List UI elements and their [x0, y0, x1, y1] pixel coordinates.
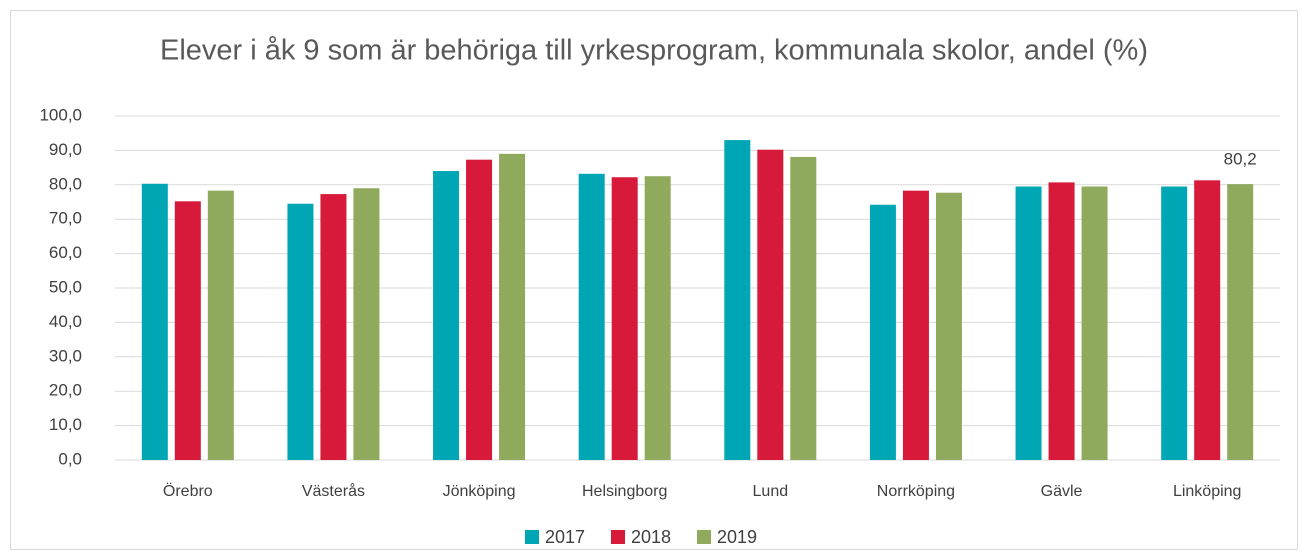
bar	[611, 177, 638, 460]
x-tick-label: Norrköping	[877, 483, 955, 500]
bar	[207, 190, 234, 460]
bar	[1015, 186, 1042, 460]
y-tick-label: 80,0	[49, 174, 82, 193]
x-tick-label: Örebro	[163, 482, 213, 500]
x-tick-label: Lund	[753, 483, 789, 500]
legend-label: 2018	[631, 527, 671, 547]
bar	[578, 173, 605, 461]
bar	[724, 140, 751, 460]
y-tick-label: 0,0	[58, 449, 82, 468]
y-tick-label: 100,0	[39, 105, 82, 124]
bar	[287, 203, 314, 460]
x-tick-label: Helsingborg	[582, 483, 667, 500]
x-tick-label: Linköping	[1173, 483, 1242, 500]
y-tick-label: 10,0	[49, 415, 82, 434]
bar	[141, 183, 168, 460]
bar	[1161, 186, 1188, 460]
bar	[790, 156, 817, 460]
chart-title: Elever i åk 9 som är behöriga till yrkes…	[160, 35, 1148, 67]
legend-swatch	[697, 530, 711, 544]
legend-label: 2019	[717, 527, 757, 547]
bar	[353, 188, 380, 461]
bar	[174, 201, 201, 460]
y-tick-label: 30,0	[49, 346, 82, 365]
bar	[466, 159, 493, 461]
y-tick-label: 40,0	[49, 312, 82, 331]
bar	[1227, 184, 1254, 460]
y-tick-label: 50,0	[49, 277, 82, 296]
y-tick-label: 20,0	[49, 381, 82, 400]
bar	[869, 204, 896, 460]
x-tick-label: Jönköping	[443, 483, 516, 500]
y-tick-label: 60,0	[49, 243, 82, 262]
bar	[1081, 186, 1108, 460]
x-tick-label: Västerås	[302, 482, 365, 500]
y-tick-label: 90,0	[49, 140, 82, 159]
y-tick-label: 70,0	[49, 209, 82, 228]
bar	[499, 153, 526, 460]
bar	[320, 194, 347, 460]
bar	[757, 149, 784, 460]
bar	[644, 176, 671, 460]
x-tick-label: Gävle	[1041, 483, 1083, 500]
bar	[1048, 182, 1075, 460]
data-label: 80,2	[1224, 150, 1257, 169]
legend-swatch	[525, 530, 539, 544]
legend-swatch	[611, 530, 625, 544]
bar	[902, 190, 929, 460]
bar	[935, 192, 962, 460]
bar	[1194, 180, 1221, 460]
bar	[433, 171, 460, 461]
legend-label: 2017	[545, 527, 585, 547]
